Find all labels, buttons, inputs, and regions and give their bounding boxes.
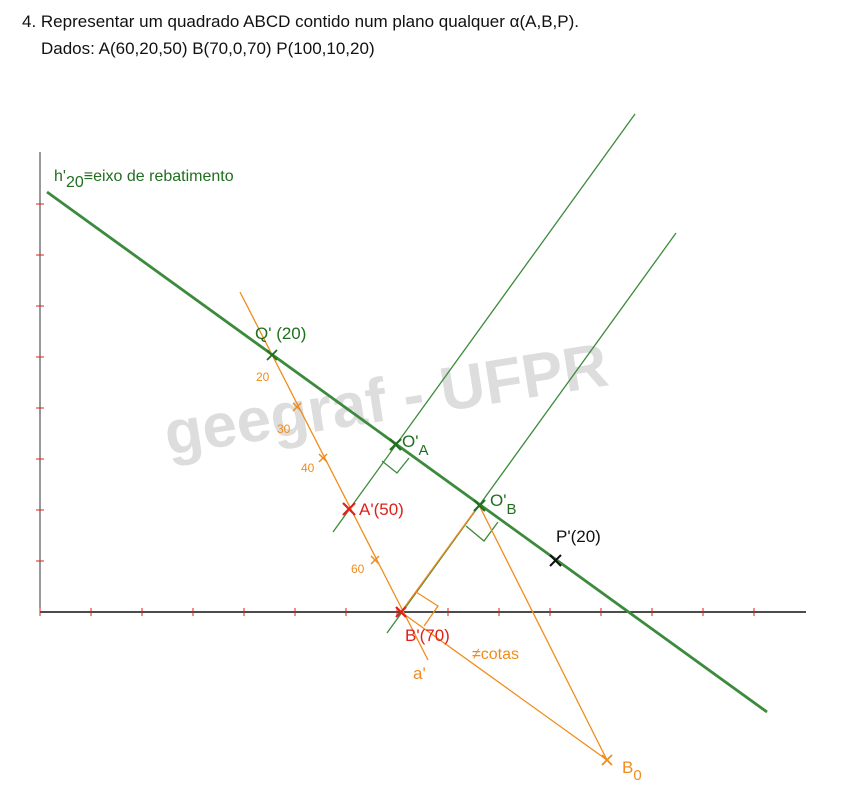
- graduation-marks: [292, 402, 380, 565]
- point-p-label: P'(20): [556, 527, 601, 546]
- graduation-label-20: 20: [256, 370, 270, 384]
- perpendicular-line-b: [386, 232, 677, 634]
- perpendicular-line-a: [332, 113, 636, 533]
- point-oa-marker: [389, 438, 402, 451]
- line-a-prime: [239, 291, 429, 661]
- cotas-difference-line: [400, 611, 608, 761]
- graduation-label-30: 30: [277, 422, 291, 436]
- right-angle-mark-b: [415, 591, 439, 627]
- line-a-prime-label: a': [413, 664, 426, 683]
- point-a-label: A'(50): [359, 500, 404, 519]
- perpendicular-b-to-ob: [400, 504, 480, 613]
- problem-data-line: Dados: A(60,20,50) B(70,0,70) P(100,10,2…: [41, 39, 375, 58]
- point-q-label: Q' (20): [255, 324, 306, 343]
- problem-header: 4. Representar um quadrado ABCD contido …: [22, 8, 579, 62]
- point-b0-marker: [601, 754, 613, 766]
- point-b-label: B'(70): [405, 626, 450, 645]
- right-angle-mark-oa: [381, 457, 410, 474]
- h20-axis-label: h'20≡eixo de rebatimento: [54, 168, 234, 191]
- line-ob-to-b0: [478, 504, 608, 761]
- graduation-label-40: 40: [301, 461, 315, 475]
- point-ob-label: O'B: [490, 491, 516, 518]
- point-b0-label: B0: [622, 758, 642, 784]
- point-b-marker: [395, 606, 407, 618]
- point-oa-label: O'A: [402, 432, 428, 459]
- points: [266, 349, 613, 766]
- graduation-label-60: 60: [351, 562, 365, 576]
- right-angle-mark-ob: [465, 521, 499, 542]
- watermark: geegraf - UFPR: [159, 331, 612, 469]
- point-p-marker: [549, 554, 562, 567]
- cotas-label: ≠cotas: [472, 646, 519, 663]
- point-ob-marker: [473, 499, 486, 512]
- problem-title: 4. Representar um quadrado ABCD contido …: [22, 12, 579, 31]
- point-q-marker: [266, 349, 278, 361]
- point-a-marker: [342, 502, 356, 516]
- green-construction: [46, 113, 768, 714]
- labels: h'20≡eixo de rebatimento Q' (20) O'A O'B…: [54, 168, 642, 784]
- h20-rebatimento-axis-line: [46, 190, 768, 714]
